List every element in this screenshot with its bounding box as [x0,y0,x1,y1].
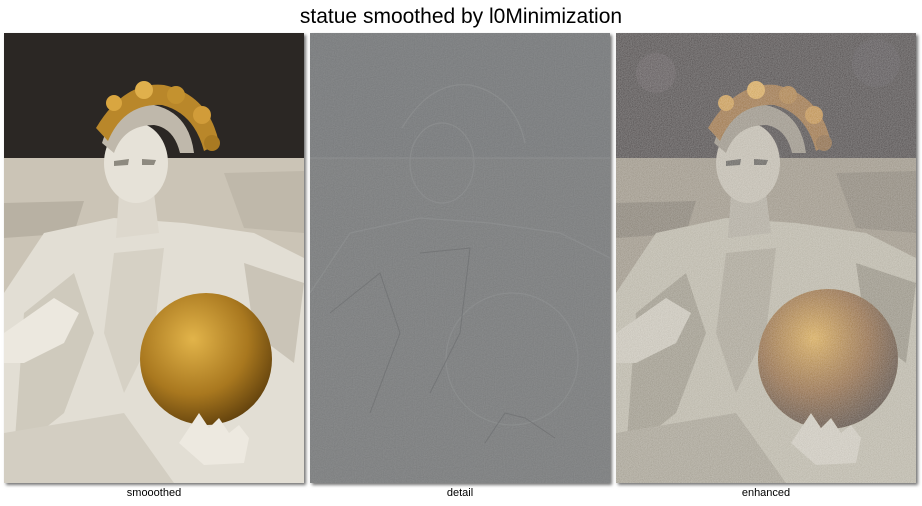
smoothed-statue-image [4,33,304,483]
smoothed-caption: smooothed [126,487,182,499]
smoothed-image-panel [4,33,304,483]
detail-image-panel [310,33,610,483]
enhanced-image-panel [616,33,916,483]
detail-caption: detail [446,487,474,499]
enhanced-statue-image [616,33,916,483]
figure-title: statue smoothed by l0Minimization [299,5,623,28]
detail-residual-image [310,33,610,483]
enhanced-caption: enhanced [741,487,791,499]
